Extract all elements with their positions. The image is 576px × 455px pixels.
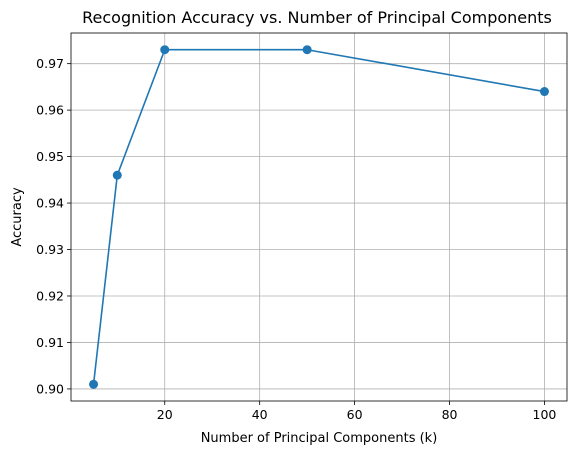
chart-title: Recognition Accuracy vs. Number of Princ… <box>82 8 552 27</box>
data-point <box>112 170 122 180</box>
y-tick-label: 0.95 <box>36 149 64 164</box>
x-tick-label: 40 <box>252 407 268 422</box>
y-axis-ticks: 0.90 0.91 0.92 0.93 0.94 0.95 0.96 0.97 <box>36 56 71 396</box>
y-tick-label: 0.97 <box>36 56 64 71</box>
data-point <box>302 45 312 55</box>
x-axis-ticks: 20 40 60 80 100 <box>157 401 557 422</box>
data-point <box>89 379 99 389</box>
y-tick-label: 0.92 <box>36 288 64 303</box>
y-tick-label: 0.91 <box>36 335 64 350</box>
grid-layer <box>71 33 567 401</box>
x-tick-label: 80 <box>442 407 458 422</box>
plot-background <box>71 33 567 401</box>
x-tick-label: 60 <box>347 407 363 422</box>
y-tick-label: 0.93 <box>36 242 64 257</box>
y-tick-label: 0.96 <box>36 103 64 118</box>
x-axis-label: Number of Principal Components (k) <box>201 431 438 446</box>
y-tick-label: 0.94 <box>36 196 64 211</box>
y-tick-label: 0.90 <box>36 381 64 396</box>
series-layer <box>89 45 549 389</box>
y-axis-label: Accuracy <box>10 187 25 247</box>
x-tick-label: 20 <box>157 407 173 422</box>
x-tick-label: 100 <box>533 407 557 422</box>
plot-area: 20 40 60 80 100 0.90 0.91 0.92 0.93 0.94 0.95 0.96… <box>36 32 568 422</box>
data-point <box>539 87 549 97</box>
plot-frame <box>70 32 568 402</box>
data-point <box>160 45 170 55</box>
